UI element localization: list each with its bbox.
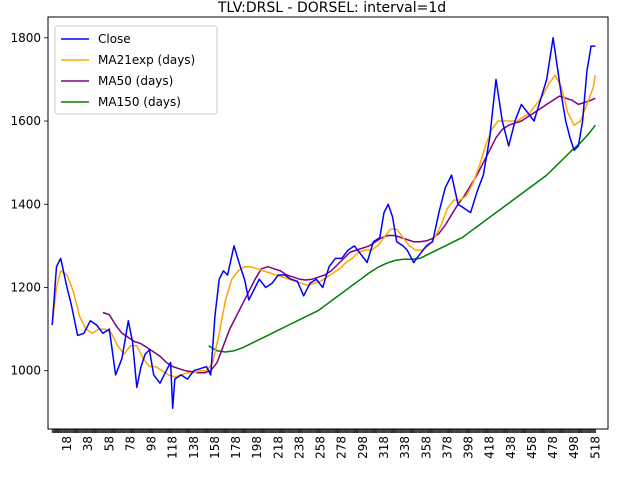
legend-label: Close: [98, 32, 131, 46]
x-tick-label: 58: [102, 436, 116, 451]
y-tick-label: 1800: [10, 31, 41, 45]
x-tick-label: 498: [567, 436, 581, 459]
x-tick-label: 218: [271, 436, 285, 459]
x-tick-label: 278: [335, 436, 349, 459]
legend: Close MA21exp (days) MA50 (days) MA150 (day…: [54, 25, 218, 115]
x-tick-label: 18: [60, 436, 74, 451]
axes: 18 38 58 78 98 118 138 158 178 198 218 238 258 278 298…: [10, 16, 609, 459]
legend-box: [54, 25, 218, 115]
x-tick-label: 378: [440, 436, 454, 459]
x-tick-label: 98: [145, 436, 159, 451]
x-tick-label: 178: [229, 436, 243, 459]
x-tick-label: 338: [398, 436, 412, 459]
legend-label: MA21exp (days): [98, 53, 195, 67]
y-tick-label: 1600: [10, 114, 41, 128]
x-tick-label: 238: [293, 436, 307, 459]
x-tick-label: 518: [588, 436, 602, 459]
x-tick-label: 458: [525, 436, 539, 459]
x-tick-label: 158: [208, 436, 222, 459]
y-tick-label: 1200: [10, 281, 41, 295]
x-tick-label: 258: [314, 436, 328, 459]
x-tick-label: 78: [123, 436, 137, 451]
legend-label: MA50 (days): [98, 74, 173, 88]
x-tick-label: 438: [504, 436, 518, 459]
series-layer: [51, 37, 597, 409]
x-tick-label: 398: [462, 436, 476, 459]
y-tick-label: 1000: [10, 364, 41, 378]
x-tick-label: 198: [250, 436, 264, 459]
y-tick-label: 1400: [10, 197, 41, 211]
series-line-1: [51, 74, 597, 378]
x-tick-label: 298: [356, 436, 370, 459]
x-tick-label: 358: [419, 436, 433, 459]
legend-label: MA150 (days): [98, 95, 181, 109]
x-tick-label: 318: [377, 436, 391, 459]
x-tick-label: 418: [483, 436, 497, 459]
x-tick-label: 38: [81, 436, 95, 451]
series-line-3: [208, 124, 596, 353]
chart-title: TLV:DRSL - DORSEL: interval=1d: [217, 0, 446, 16]
x-tick-label: 478: [546, 436, 560, 459]
x-tick-label: 138: [187, 436, 201, 459]
series-line-0: [51, 37, 596, 409]
x-tick-label: 118: [166, 436, 180, 459]
